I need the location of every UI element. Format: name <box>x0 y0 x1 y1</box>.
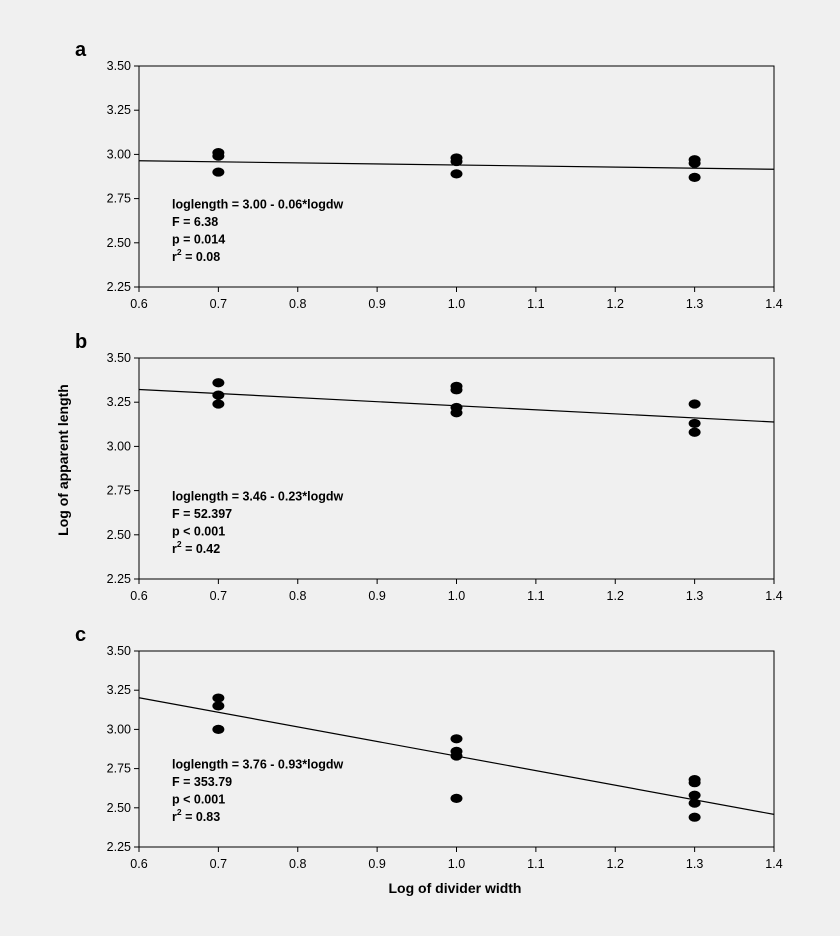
x-tick-label: 0.7 <box>210 297 227 311</box>
y-tick-label: 3.50 <box>107 351 131 365</box>
y-tick-label: 3.50 <box>107 59 131 73</box>
y-tick-label: 3.25 <box>107 395 131 409</box>
y-tick-label: 3.00 <box>107 147 131 161</box>
y-tick-label: 2.75 <box>107 192 131 206</box>
r-squared: r2 = 0.42 <box>172 539 220 556</box>
data-point <box>688 778 701 788</box>
x-tick-label: 0.6 <box>130 297 147 311</box>
x-tick-label: 0.7 <box>210 857 227 871</box>
panel-letter: a <box>75 39 87 61</box>
data-point <box>450 734 463 744</box>
data-point <box>688 790 701 800</box>
x-tick-label: 1.0 <box>448 297 465 311</box>
x-tick-label: 1.3 <box>686 297 703 311</box>
data-point <box>450 169 463 179</box>
r-squared: r2 = 0.83 <box>172 807 220 824</box>
f-statistic: F = 6.38 <box>172 215 218 229</box>
data-point <box>450 156 463 167</box>
x-tick-label: 1.1 <box>527 589 544 603</box>
data-point <box>212 151 225 161</box>
x-tick-label: 1.0 <box>448 857 465 871</box>
panel-letter: c <box>75 624 86 646</box>
data-point <box>450 793 463 803</box>
panel-letter: b <box>75 331 87 353</box>
x-tick-label: 0.8 <box>289 297 306 311</box>
y-tick-label: 2.50 <box>107 236 131 250</box>
fit-equation: loglength = 3.76 - 0.93*logdw <box>172 758 343 772</box>
x-tick-label: 0.7 <box>210 589 227 603</box>
data-point <box>450 408 463 418</box>
x-tick-label: 1.2 <box>607 589 624 603</box>
y-tick-label: 3.25 <box>107 683 131 697</box>
data-point <box>450 385 463 395</box>
chart-panel-b: b 2.25 2.50 2.75 3.00 3.25 3.50 0.6 0.7 0.8 0.9 1.0… <box>75 331 783 603</box>
x-tick-label: 0.6 <box>130 589 147 603</box>
x-tick-label: 1.3 <box>686 589 703 603</box>
r-squared: r2 = 0.08 <box>172 247 220 264</box>
p-value: p < 0.001 <box>172 793 225 807</box>
data-point <box>688 399 701 409</box>
y-tick-label: 2.25 <box>107 840 131 854</box>
x-tick-label: 1.4 <box>765 297 782 311</box>
data-point <box>212 399 225 409</box>
y-tick-label: 2.50 <box>107 801 131 815</box>
data-point <box>450 751 463 761</box>
data-point <box>212 167 225 177</box>
y-tick-label: 2.25 <box>107 572 131 586</box>
data-point <box>212 701 225 711</box>
x-tick-label: 1.3 <box>686 857 703 871</box>
x-tick-label: 1.1 <box>527 297 544 311</box>
chart-panel-c: c 2.25 2.50 2.75 3.00 3.25 3.50 0.6 0.7 0.8 0.9 1.0… <box>75 624 783 871</box>
fit-equation: loglength = 3.00 - 0.06*logdw <box>172 198 343 212</box>
p-value: p < 0.001 <box>172 525 225 539</box>
data-point <box>688 158 701 168</box>
y-tick-label: 2.25 <box>107 280 131 294</box>
x-tick-label: 0.8 <box>289 857 306 871</box>
y-tick-label: 3.25 <box>107 103 131 117</box>
y-tick-label: 3.00 <box>107 722 131 736</box>
x-tick-label: 0.9 <box>368 589 385 603</box>
data-point <box>688 798 701 808</box>
f-statistic: F = 52.397 <box>172 507 232 521</box>
data-point <box>688 427 701 437</box>
x-tick-label: 1.1 <box>527 857 544 871</box>
data-point <box>212 693 225 703</box>
data-point <box>212 378 225 388</box>
data-point <box>688 812 701 822</box>
y-tick-label: 2.75 <box>107 762 131 776</box>
y-tick-label: 3.00 <box>107 439 131 453</box>
data-point <box>212 390 225 400</box>
data-point <box>212 724 225 735</box>
y-axis-title: Log of apparent length <box>55 384 71 536</box>
x-tick-label: 1.4 <box>765 857 782 871</box>
p-value: p = 0.014 <box>172 233 225 247</box>
x-tick-label: 0.6 <box>130 857 147 871</box>
chart-panel-a: a 2.25 2.50 2.75 3.00 3.25 3.50 0.6 0.7 0.8 0.9 1.0… <box>75 39 783 311</box>
x-tick-label: 1.4 <box>765 589 782 603</box>
data-point <box>688 418 701 429</box>
y-tick-label: 2.75 <box>107 484 131 498</box>
f-statistic: F = 353.79 <box>172 775 232 789</box>
x-tick-label: 1.2 <box>607 297 624 311</box>
x-tick-label: 0.9 <box>368 857 385 871</box>
x-tick-label: 0.9 <box>368 297 385 311</box>
x-tick-label: 1.0 <box>448 589 465 603</box>
data-point <box>688 172 701 182</box>
y-tick-label: 2.50 <box>107 528 131 542</box>
x-tick-label: 1.2 <box>607 857 624 871</box>
x-tick-label: 0.8 <box>289 589 306 603</box>
y-tick-label: 3.50 <box>107 644 131 658</box>
x-axis-title: Log of divider width <box>389 880 522 896</box>
fit-equation: loglength = 3.46 - 0.23*logdw <box>172 490 343 504</box>
